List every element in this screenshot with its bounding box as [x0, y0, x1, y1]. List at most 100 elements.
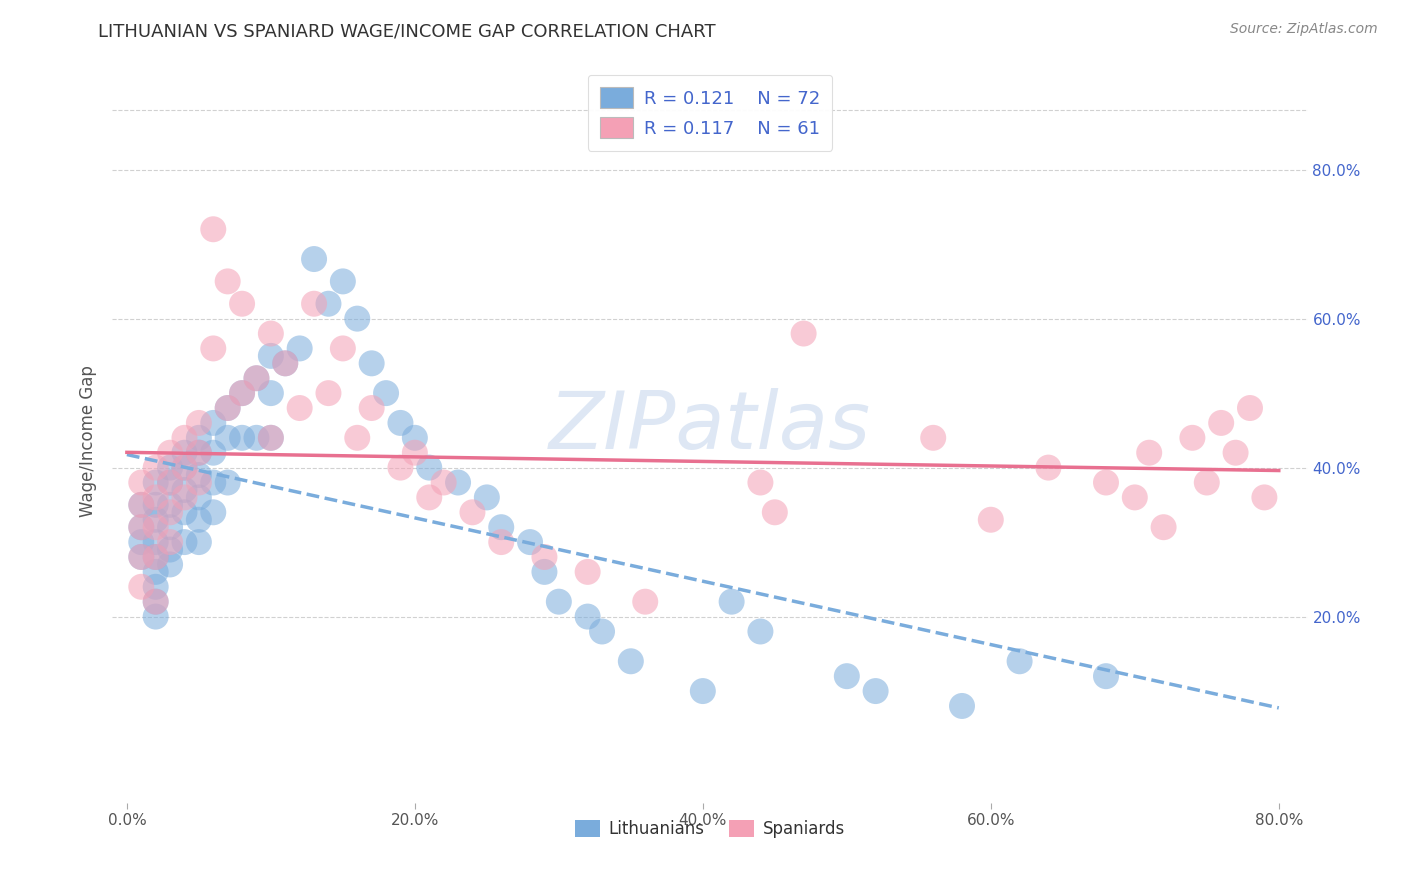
Point — [173, 446, 195, 460]
Legend: Lithuanians, Spaniards: Lithuanians, Spaniards — [568, 814, 852, 845]
Point — [865, 684, 887, 698]
Point — [145, 595, 167, 609]
Point — [793, 326, 815, 341]
Point — [491, 520, 513, 534]
Point — [1253, 491, 1275, 505]
Point — [318, 386, 340, 401]
Point — [591, 624, 613, 639]
Point — [202, 475, 225, 490]
Point — [1095, 669, 1118, 683]
Point — [159, 446, 181, 460]
Point — [217, 274, 239, 288]
Point — [187, 513, 209, 527]
Point — [288, 401, 311, 415]
Point — [145, 609, 167, 624]
Point — [389, 460, 412, 475]
Point — [620, 654, 643, 668]
Point — [1195, 475, 1218, 490]
Point — [576, 609, 599, 624]
Point — [187, 416, 209, 430]
Point — [475, 491, 498, 505]
Point — [332, 274, 354, 288]
Point — [1181, 431, 1204, 445]
Point — [231, 386, 253, 401]
Point — [1225, 446, 1247, 460]
Point — [346, 431, 368, 445]
Point — [404, 431, 426, 445]
Point — [159, 498, 181, 512]
Point — [519, 535, 541, 549]
Point — [950, 698, 973, 713]
Point — [260, 386, 283, 401]
Point — [129, 580, 152, 594]
Point — [159, 520, 181, 534]
Point — [129, 520, 152, 534]
Point — [202, 446, 225, 460]
Point — [360, 356, 382, 370]
Point — [260, 326, 283, 341]
Point — [187, 446, 209, 460]
Point — [187, 535, 209, 549]
Point — [159, 460, 181, 475]
Point — [922, 431, 945, 445]
Point — [145, 549, 167, 564]
Point — [1153, 520, 1175, 534]
Point — [145, 460, 167, 475]
Point — [173, 535, 195, 549]
Point — [129, 535, 152, 549]
Point — [173, 483, 195, 497]
Point — [274, 356, 297, 370]
Point — [129, 549, 152, 564]
Point — [302, 252, 325, 266]
Point — [418, 491, 440, 505]
Point — [274, 356, 297, 370]
Point — [145, 498, 167, 512]
Point — [245, 371, 267, 385]
Point — [749, 475, 772, 490]
Point — [202, 416, 225, 430]
Point — [461, 505, 484, 519]
Point — [1038, 460, 1060, 475]
Point — [260, 431, 283, 445]
Text: LITHUANIAN VS SPANIARD WAGE/INCOME GAP CORRELATION CHART: LITHUANIAN VS SPANIARD WAGE/INCOME GAP C… — [98, 22, 716, 40]
Point — [173, 460, 195, 475]
Point — [980, 513, 1002, 527]
Point — [187, 491, 209, 505]
Point — [720, 595, 742, 609]
Point — [547, 595, 569, 609]
Point — [217, 401, 239, 415]
Point — [749, 624, 772, 639]
Point — [187, 446, 209, 460]
Text: ZIPatlas: ZIPatlas — [548, 388, 872, 467]
Point — [302, 297, 325, 311]
Point — [533, 549, 555, 564]
Point — [129, 498, 152, 512]
Point — [404, 446, 426, 460]
Text: Source: ZipAtlas.com: Source: ZipAtlas.com — [1230, 22, 1378, 37]
Point — [576, 565, 599, 579]
Point — [533, 565, 555, 579]
Point — [217, 431, 239, 445]
Point — [187, 475, 209, 490]
Point — [145, 549, 167, 564]
Point — [202, 505, 225, 519]
Point — [159, 542, 181, 557]
Point — [1239, 401, 1261, 415]
Point — [173, 505, 195, 519]
Point — [389, 416, 412, 430]
Point — [835, 669, 858, 683]
Point — [634, 595, 657, 609]
Point — [145, 580, 167, 594]
Point — [129, 475, 152, 490]
Point — [418, 460, 440, 475]
Point — [491, 535, 513, 549]
Point — [245, 431, 267, 445]
Point — [173, 431, 195, 445]
Point — [447, 475, 470, 490]
Point — [346, 311, 368, 326]
Point — [129, 549, 152, 564]
Point — [1123, 491, 1146, 505]
Point — [433, 475, 456, 490]
Point — [159, 535, 181, 549]
Point — [217, 475, 239, 490]
